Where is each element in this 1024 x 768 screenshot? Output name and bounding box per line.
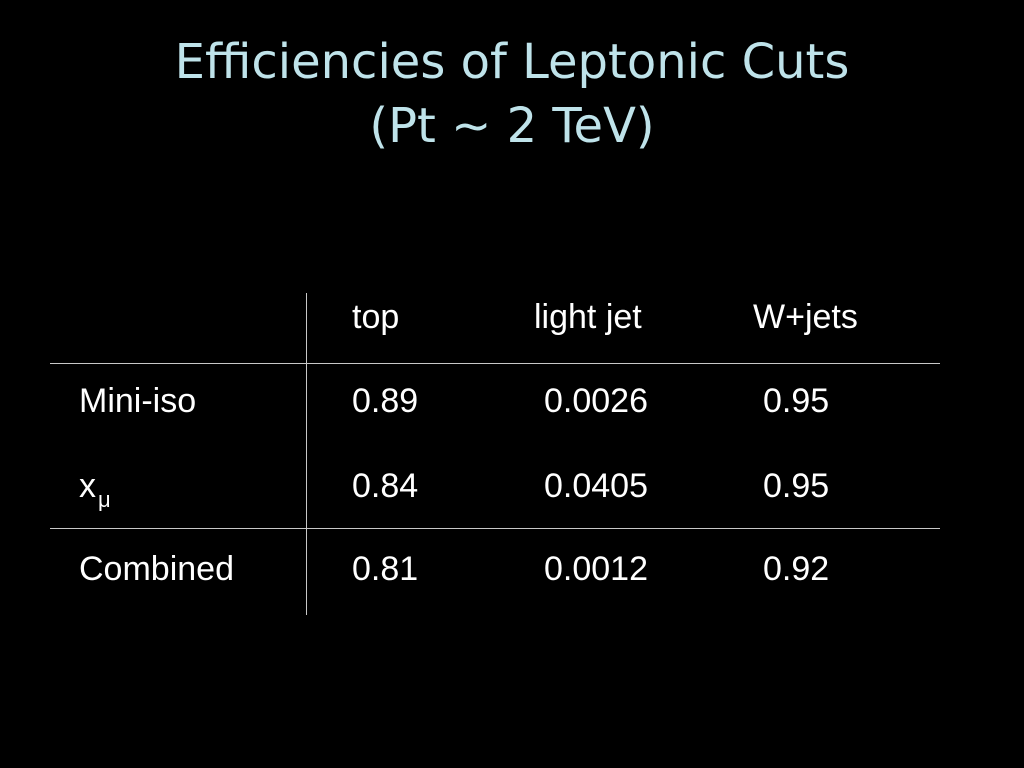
row-label-text: Mini-iso — [79, 382, 197, 420]
column-header-light-jet: light jet — [534, 298, 642, 336]
table-cell: 0.0012 — [544, 550, 648, 588]
table-vertical-rule — [306, 293, 307, 615]
title-line-1: Efficiencies of Leptonic Cuts — [174, 34, 850, 90]
table-cell: 0.81 — [352, 550, 419, 588]
column-header-top: top — [352, 298, 400, 336]
efficiency-table: top light jet W+jets Mini-iso 0.89 0.002… — [50, 293, 940, 615]
table-header-rule — [50, 363, 940, 364]
row-label-subscript: μ — [98, 487, 111, 512]
title-line-2: (Pt ~ 2 TeV) — [369, 98, 655, 154]
table-cell: 0.95 — [763, 382, 830, 420]
row-label-combined: Combined — [79, 549, 234, 589]
row-label-text: Combined — [79, 550, 234, 588]
row-label-text: x — [79, 467, 96, 505]
table-cell: 0.0026 — [544, 382, 648, 420]
table-cell: 0.89 — [352, 382, 419, 420]
slide-title: Efficiencies of Leptonic Cuts (Pt ~ 2 Te… — [0, 30, 1024, 158]
row-label-x-mu: xμ — [79, 466, 111, 512]
column-header-w-jets: W+jets — [753, 298, 858, 336]
table-combined-rule — [50, 528, 940, 529]
table-cell: 0.0405 — [544, 467, 648, 505]
table-cell: 0.95 — [763, 467, 830, 505]
table-cell: 0.92 — [763, 550, 830, 588]
row-label-mini-iso: Mini-iso — [79, 381, 196, 421]
table-cell: 0.84 — [352, 467, 419, 505]
